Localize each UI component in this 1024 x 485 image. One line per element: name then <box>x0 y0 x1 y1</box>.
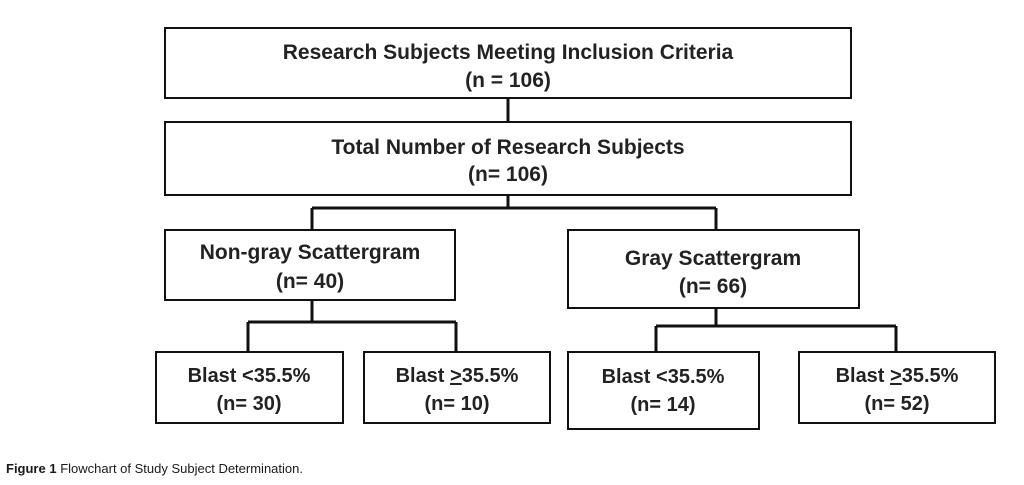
node-nongray-box <box>164 229 456 301</box>
node-gray-count: (n= 66) <box>679 275 747 298</box>
connectors <box>246 98 898 352</box>
figure-caption: Figure 1 Flowchart of Study Subject Dete… <box>6 461 303 476</box>
node-g-low: Blast <35.5% (n= 14) <box>567 351 760 430</box>
node-ng-high: Blast >35.5% (n= 10) <box>363 351 551 424</box>
flowchart: Research Subjects Meeting Inclusion Crit… <box>155 27 996 430</box>
node-ng-low-box <box>155 351 344 424</box>
node-total-title: Total Number of Research Subjects <box>331 136 684 159</box>
node-g-low-count: (n= 14) <box>630 394 695 416</box>
node-total: Total Number of Research Subjects (n= 10… <box>164 121 852 196</box>
node-ng-high-box <box>363 351 551 424</box>
figure-caption-label: Figure 1 <box>6 461 57 476</box>
node-inclusion-title: Research Subjects Meeting Inclusion Crit… <box>283 41 734 64</box>
node-inclusion-count: (n = 106) <box>465 69 551 92</box>
node-g-high-count: (n= 52) <box>864 393 929 415</box>
node-g-low-box <box>567 351 760 430</box>
node-g-high-title: Blast >35.5% <box>836 365 959 387</box>
node-total-count: (n= 106) <box>468 163 548 186</box>
node-nongray-count: (n= 40) <box>276 270 344 293</box>
node-g-high-box <box>798 351 996 424</box>
node-inclusion: Research Subjects Meeting Inclusion Crit… <box>164 27 852 99</box>
node-total-box <box>164 121 852 196</box>
node-nongray-title: Non-gray Scattergram <box>200 241 421 264</box>
node-g-high: Blast >35.5% (n= 52) <box>798 351 996 424</box>
node-inclusion-box <box>164 27 852 99</box>
node-ng-low-count: (n= 30) <box>216 393 281 415</box>
figure-caption-text: Flowchart of Study Subject Determination… <box>60 461 303 476</box>
node-gray: Gray Scattergram (n= 66) <box>567 229 860 309</box>
node-ng-high-count: (n= 10) <box>424 393 489 415</box>
node-ng-high-title: Blast >35.5% <box>396 365 519 387</box>
node-ng-low: Blast <35.5% (n= 30) <box>155 351 344 424</box>
node-ng-low-title: Blast <35.5% <box>188 365 311 387</box>
node-gray-box <box>567 229 860 309</box>
node-gray-title: Gray Scattergram <box>625 247 801 270</box>
node-nongray: Non-gray Scattergram (n= 40) <box>164 229 456 301</box>
node-g-low-title: Blast <35.5% <box>602 366 725 388</box>
